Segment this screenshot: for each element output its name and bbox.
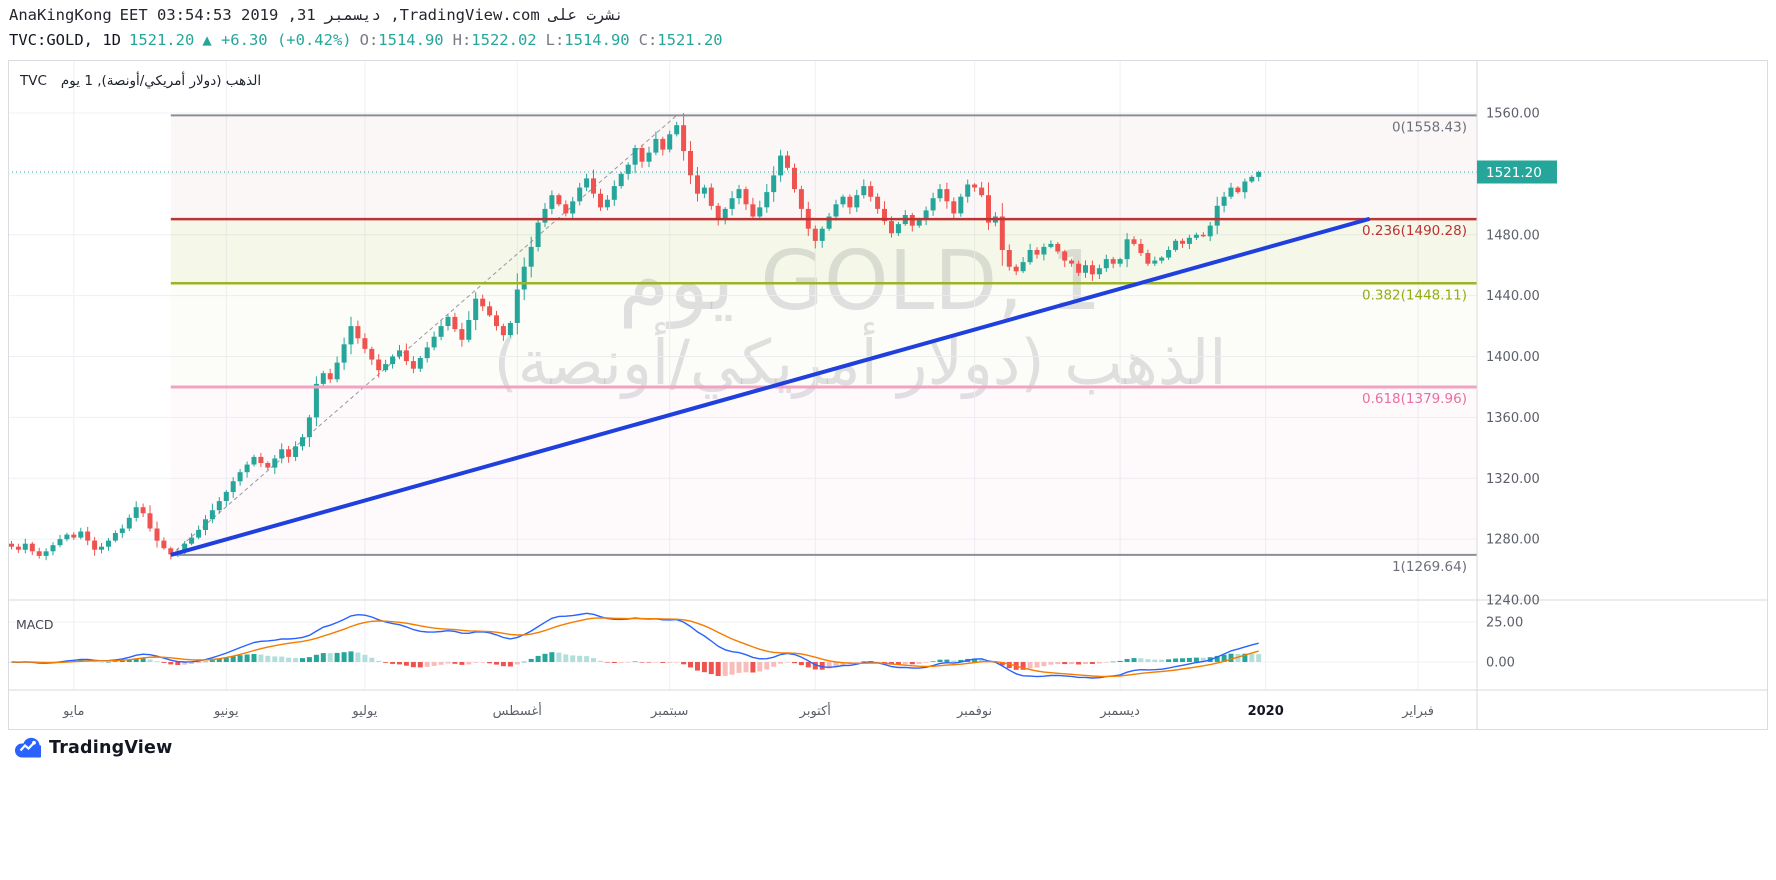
svg-text:مايو: مايو [62,704,84,719]
macd-layer [9,612,1262,679]
tradingview-logo-text: TradingView [49,737,173,758]
tradingview-logo-icon [15,737,41,758]
svg-text:25.00: 25.00 [1486,616,1523,631]
close-pair: C:1521.20 [638,31,723,49]
svg-text:1480.00: 1480.00 [1486,228,1540,243]
svg-text:يونيو: يونيو [213,704,239,719]
published-on-text: نشرت على TradingView.com, ديسمبر 31, 201… [119,6,624,24]
last-price: 1521.20 [128,31,195,49]
price-change: ▲ +6.30 (+0.42%) [202,31,352,49]
svg-text:0.00: 0.00 [1486,656,1515,671]
svg-text:ديسمبر: ديسمبر [1099,704,1140,719]
candles-layer [9,113,1262,561]
svg-text:1360.00: 1360.00 [1486,411,1540,426]
svg-text:سبتمبر: سبتمبر [650,704,688,719]
svg-text:نوفمبر: نوفمبر [956,704,992,719]
svg-text:1280.00: 1280.00 [1486,533,1540,548]
svg-text:0.236(1490.28): 0.236(1490.28) [1362,223,1467,239]
svg-text:0.618(1379.96): 0.618(1379.96) [1362,391,1467,407]
low-pair: L:1514.90 [545,31,630,49]
time-axis: مايو يونيو يوليو أغسطس سبتمبر أكتوبر نوفمبر ديس… [62,702,1434,719]
chart-legend: TVC الذهب (دولار أمريكي/أونصة), 1 يوم [20,73,261,89]
fib-bands-layer [170,115,1477,555]
publication-line: AnaKingKong نشرت على TradingView.com, دي… [9,6,624,24]
svg-text:0(1558.43): 0(1558.43) [1392,119,1467,135]
legend-description: الذهب (دولار أمريكي/أونصة), 1 يوم [60,73,262,89]
svg-text:2020: 2020 [1248,704,1284,719]
tradingview-branding: TradingView [14,736,172,759]
trend-line [170,216,1371,557]
price-axis: 1560.001520.001480.001440.001400.001360.… [1477,107,1557,671]
svg-text:1560.00: 1560.00 [1486,107,1540,122]
svg-text:1400.00: 1400.00 [1486,350,1540,365]
svg-text:1521.20: 1521.20 [1486,165,1542,181]
username: AnaKingKong [9,6,112,24]
legend-exchange: TVC [20,73,47,89]
last-price-badge: 1521.20 [1477,160,1557,184]
svg-text:يوليو: يوليو [351,704,377,719]
svg-text:0.382(1448.11): 0.382(1448.11) [1362,287,1467,303]
macd-indicator-label: MACD [16,617,54,632]
symbol-ohlc-line: TVC:GOLD, 1D 1521.20 ▲ +6.30 (+0.42%) O:… [9,31,732,49]
chart-frame: GOLD, 1 يوم الذهب (دولار أمريكي/أونصة) 0… [8,60,1768,730]
svg-text:أكتوبر: أكتوبر [799,702,831,719]
symbol-interval: TVC:GOLD, 1D [9,31,121,49]
separators [8,60,1768,730]
open-pair: O:1514.90 [359,31,444,49]
fib-levels-layer: 0(1558.43) 0.236(1490.28) 0.382(1448.11) 0.… [170,114,1477,575]
candlestick-chart: 0(1558.43) 0.236(1490.28) 0.382(1448.11) 0.… [8,60,1768,730]
svg-text:أغسطس: أغسطس [493,702,542,719]
svg-text:1440.00: 1440.00 [1486,289,1540,304]
svg-text:1240.00: 1240.00 [1486,594,1540,609]
svg-text:1(1269.64): 1(1269.64) [1392,559,1467,575]
svg-text:1320.00: 1320.00 [1486,472,1540,487]
grid-layer [8,60,1477,690]
svg-text:فبراير: فبراير [1401,704,1434,719]
high-pair: H:1522.02 [452,31,537,49]
